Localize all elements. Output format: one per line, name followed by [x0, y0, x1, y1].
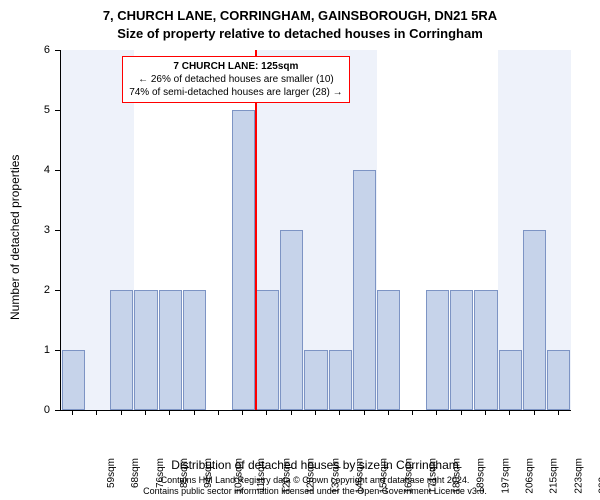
histogram-bar	[547, 350, 570, 410]
x-tick	[388, 410, 389, 415]
x-tick	[509, 410, 510, 415]
chart-title-subtitle: Size of property relative to detached ho…	[0, 26, 600, 41]
chart-container: 7, CHURCH LANE, CORRINGHAM, GAINSBOROUGH…	[0, 0, 600, 500]
x-tick	[145, 410, 146, 415]
histogram-bar	[256, 290, 279, 410]
x-tick	[315, 410, 316, 415]
x-tick	[194, 410, 195, 415]
x-tick	[436, 410, 437, 415]
y-tick-label: 0	[0, 404, 50, 416]
histogram-bar	[183, 290, 206, 410]
x-tick	[461, 410, 462, 415]
y-tick	[55, 290, 60, 291]
histogram-bar	[110, 290, 133, 410]
histogram-bar	[280, 230, 303, 410]
histogram-bar	[353, 170, 376, 410]
chart-title-address: 7, CHURCH LANE, CORRINGHAM, GAINSBOROUGH…	[0, 8, 600, 23]
histogram-bar	[159, 290, 182, 410]
histogram-bar	[523, 230, 546, 410]
y-tick	[55, 110, 60, 111]
histogram-bar	[134, 290, 157, 410]
info-box: 7 CHURCH LANE: 125sqm ← 26% of detached …	[122, 56, 349, 103]
y-tick-label: 4	[0, 164, 50, 176]
x-tick	[218, 410, 219, 415]
x-tick	[558, 410, 559, 415]
x-tick	[266, 410, 267, 415]
y-tick	[55, 170, 60, 171]
plot-area: 7 CHURCH LANE: 125sqm ← 26% of detached …	[60, 50, 571, 411]
x-tick	[485, 410, 486, 415]
histogram-bar	[62, 350, 85, 410]
x-tick	[121, 410, 122, 415]
histogram-bar	[329, 350, 352, 410]
y-tick-label: 5	[0, 104, 50, 116]
footer-line2: Contains public sector information licen…	[143, 486, 487, 496]
y-tick-label: 2	[0, 284, 50, 296]
histogram-bar	[304, 350, 327, 410]
x-tick	[242, 410, 243, 415]
x-tick-label: 223sqm	[573, 458, 584, 494]
histogram-bar	[377, 290, 400, 410]
histogram-bar	[232, 110, 255, 410]
info-title: 7 CHURCH LANE: 125sqm	[129, 60, 342, 73]
y-tick-label: 1	[0, 344, 50, 356]
marker-line	[255, 50, 257, 410]
x-tick	[339, 410, 340, 415]
chart-footer: Contains HM Land Registry data © Crown c…	[60, 475, 570, 497]
x-tick	[412, 410, 413, 415]
x-tick	[72, 410, 73, 415]
footer-line1: Contains HM Land Registry data © Crown c…	[161, 475, 470, 485]
x-tick	[169, 410, 170, 415]
info-line2: 74% of semi-detached houses are larger (…	[129, 86, 342, 99]
y-tick-label: 6	[0, 44, 50, 56]
histogram-bar	[499, 350, 522, 410]
y-tick-label: 3	[0, 224, 50, 236]
x-tick	[364, 410, 365, 415]
y-tick	[55, 50, 60, 51]
histogram-bar	[450, 290, 473, 410]
y-tick	[55, 230, 60, 231]
x-axis-label: Distribution of detached houses by size …	[60, 458, 570, 472]
y-tick	[55, 350, 60, 351]
info-line1: ← 26% of detached houses are smaller (10…	[129, 73, 342, 86]
y-tick	[55, 410, 60, 411]
x-tick	[291, 410, 292, 415]
x-tick	[96, 410, 97, 415]
x-tick	[534, 410, 535, 415]
histogram-bar	[474, 290, 497, 410]
histogram-bar	[426, 290, 449, 410]
